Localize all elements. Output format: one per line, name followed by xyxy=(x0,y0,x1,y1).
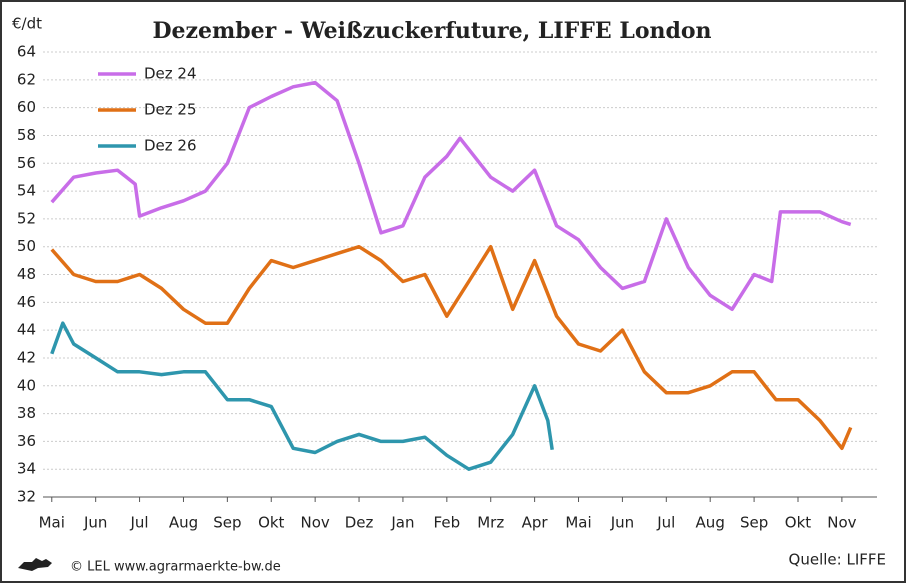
x-tick-label: Nov xyxy=(827,514,856,532)
x-tick-label: Sep xyxy=(740,514,768,532)
x-tick-label: Apr xyxy=(522,514,549,532)
series-line xyxy=(50,244,853,451)
y-tick-label: 50 xyxy=(17,237,36,255)
x-tick-label: Okt xyxy=(785,514,811,532)
x-tick-label: Jun xyxy=(610,514,634,532)
y-tick-label: 62 xyxy=(17,70,36,88)
x-tick-label: Jun xyxy=(83,514,107,532)
x-tick-label: Sep xyxy=(213,514,241,532)
x-tick-label: Jul xyxy=(130,514,149,532)
x-tick-label: Mai xyxy=(565,514,591,532)
x-tick-label: Nov xyxy=(301,514,330,532)
y-tick-label: 44 xyxy=(17,321,36,339)
x-tick-label: Aug xyxy=(696,514,725,532)
x-tick-label: Jul xyxy=(656,514,675,532)
y-tick-label: 36 xyxy=(17,432,36,450)
legend-label: Dez 24 xyxy=(144,65,197,83)
logo xyxy=(18,558,52,571)
y-tick-label: 46 xyxy=(17,293,36,311)
y-tick-label: 56 xyxy=(17,154,36,172)
legend-label: Dez 25 xyxy=(144,101,197,119)
x-tick-label: Mrz xyxy=(477,514,504,532)
x-tick-label: Aug xyxy=(169,514,198,532)
legend-label: Dez 26 xyxy=(144,137,197,155)
x-tick-label: Mai xyxy=(39,514,65,532)
series-line xyxy=(50,321,554,471)
chart-title: Dezember - Weißzuckerfuture, LIFFE Londo… xyxy=(152,18,711,44)
x-tick-label: Jan xyxy=(390,514,414,532)
x-tick-label: Okt xyxy=(258,514,284,532)
credit: © LEL www.agrarmaerkte-bw.de xyxy=(70,560,281,575)
y-axis-label: €/dt xyxy=(12,15,42,33)
y-tick-label: 60 xyxy=(17,98,36,116)
y-tick-label: 34 xyxy=(17,460,36,478)
y-tick-label: 58 xyxy=(17,126,36,144)
x-tick-label: Feb xyxy=(434,514,461,532)
y-tick-label: 40 xyxy=(17,376,36,394)
y-tick-label: 52 xyxy=(17,209,36,227)
source: Quelle: LIFFE xyxy=(789,551,886,569)
y-tick-label: 38 xyxy=(17,404,36,422)
y-tick-label: 64 xyxy=(17,43,36,61)
y-tick-label: 42 xyxy=(17,348,36,366)
y-tick-label: 48 xyxy=(17,265,36,283)
series-line xyxy=(50,80,852,312)
y-tick-label: 32 xyxy=(17,488,36,506)
y-tick-label: 54 xyxy=(17,182,36,200)
x-tick-label: Dez xyxy=(345,514,374,532)
